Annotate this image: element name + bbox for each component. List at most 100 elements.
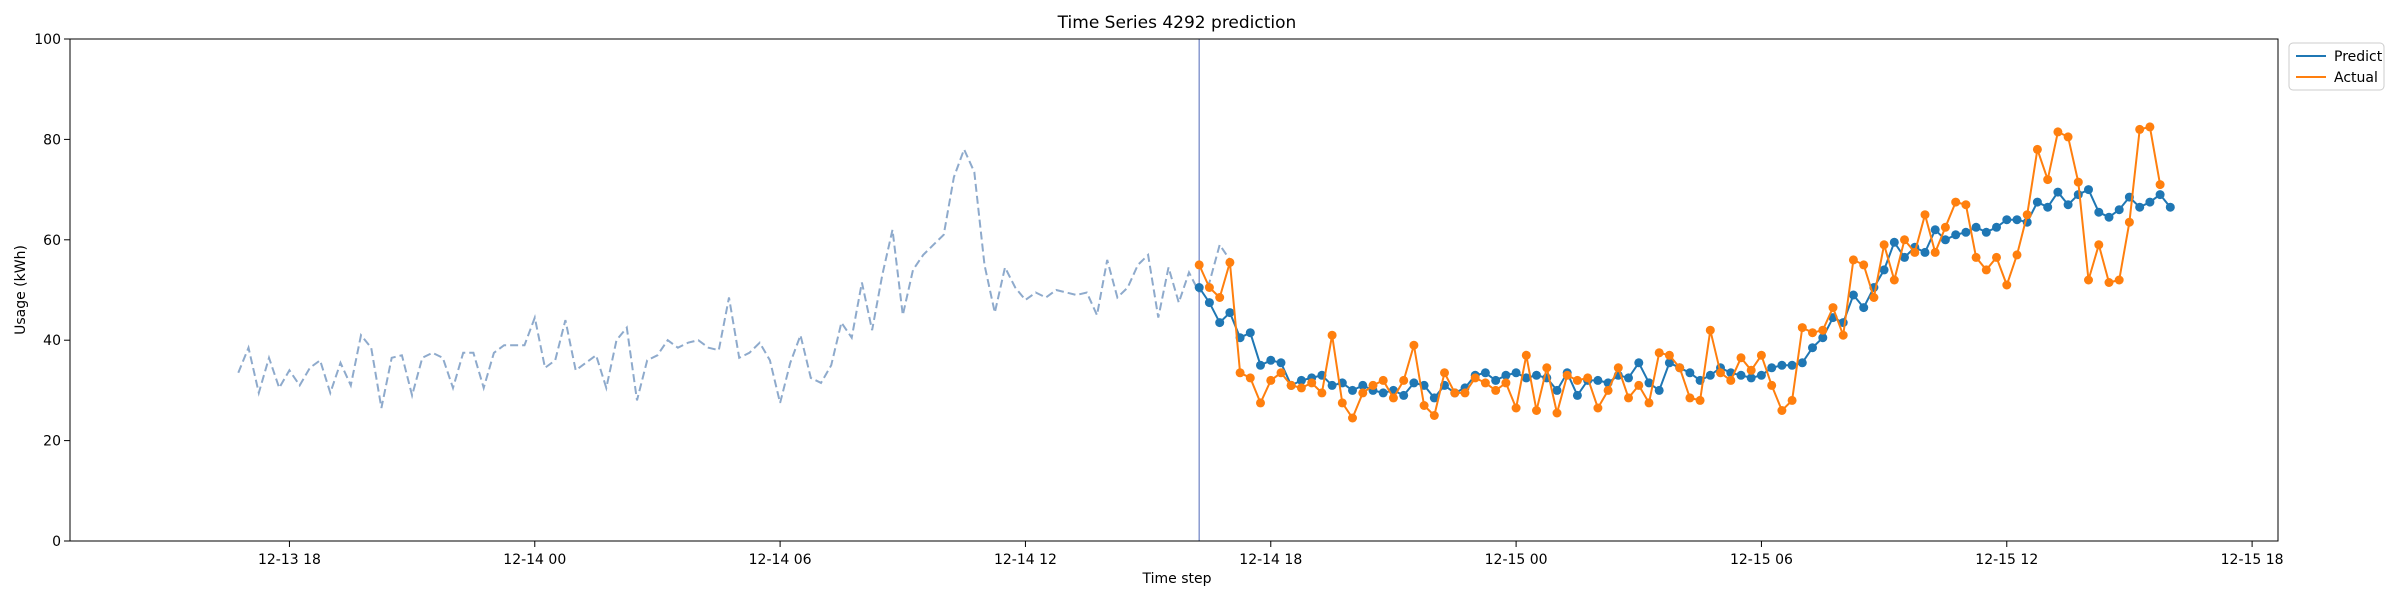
- data-point-actual: [1879, 240, 1889, 250]
- data-point-actual: [2104, 278, 2114, 287]
- data-point-predict: [1818, 333, 1828, 343]
- series-markers-actual: [1194, 122, 2165, 423]
- data-point-predict: [1491, 375, 1501, 385]
- data-point-actual: [1378, 375, 1388, 385]
- data-point-actual: [1409, 340, 1419, 350]
- data-point-predict: [2094, 207, 2104, 217]
- data-point-actual: [1491, 385, 1501, 395]
- data-point-actual: [1705, 325, 1715, 335]
- data-point-predict: [1940, 235, 1950, 245]
- data-point-actual: [1971, 252, 1981, 262]
- data-point-predict: [1327, 380, 1337, 390]
- data-point-predict: [2012, 215, 2022, 225]
- data-point-predict: [1348, 385, 1357, 395]
- data-point-predict: [1225, 308, 1235, 318]
- data-point-actual: [1910, 247, 1920, 257]
- data-point-actual: [1869, 293, 1879, 302]
- chart-title: Time Series 4292 prediction: [1057, 13, 1297, 33]
- data-point-actual: [1480, 378, 1490, 388]
- data-point-actual: [1562, 370, 1572, 380]
- data-point-actual: [1644, 398, 1654, 408]
- legend: Predict Actual: [2288, 42, 2385, 91]
- data-point-actual: [1215, 293, 1225, 302]
- data-point-actual: [1317, 388, 1327, 398]
- data-point-actual: [1583, 373, 1593, 383]
- data-point-actual: [1920, 210, 1930, 220]
- data-point-predict: [2084, 185, 2093, 195]
- data-point-predict: [1756, 370, 1766, 380]
- data-point-actual: [1501, 378, 1511, 388]
- data-point-predict: [2063, 200, 2073, 210]
- legend-label-predict: Predict: [2334, 49, 2383, 65]
- data-point-actual: [1470, 373, 1480, 383]
- y-tick-label: 60: [43, 233, 61, 249]
- data-point-actual: [2043, 175, 2053, 185]
- data-point-predict: [1808, 343, 1817, 353]
- data-point-actual: [1859, 260, 1869, 270]
- x-tick-label: 12-13 18: [258, 552, 321, 568]
- data-point-actual: [1542, 363, 1552, 373]
- data-point-actual: [1337, 398, 1347, 408]
- data-point-predict: [1511, 368, 1521, 378]
- data-point-predict: [1521, 373, 1531, 383]
- plot-area: 0 20 40 60 80 100 12-13 18 12-14 00 12-14 06 12-1…: [34, 32, 2283, 568]
- data-point-predict: [1501, 370, 1511, 380]
- data-point-actual: [1327, 330, 1337, 340]
- data-point-actual: [1532, 406, 1541, 415]
- axes-frame: [69, 38, 2279, 542]
- data-point-predict: [1664, 358, 1674, 368]
- data-point-actual: [1348, 413, 1357, 423]
- data-point-predict: [1572, 390, 1582, 400]
- data-point-predict: [1624, 373, 1633, 383]
- data-point-predict: [1889, 237, 1899, 247]
- data-point-actual: [1940, 222, 1950, 232]
- data-point-actual: [1572, 375, 1582, 385]
- x-tick-label: 12-15 06: [1730, 552, 1793, 568]
- y-tick-label: 20: [43, 434, 61, 450]
- data-point-predict: [1900, 252, 1909, 262]
- data-point-actual: [1256, 398, 1265, 408]
- data-point-predict: [1859, 303, 1869, 313]
- data-point-predict: [1634, 358, 1644, 368]
- data-point-actual: [1399, 375, 1409, 385]
- data-point-actual: [1276, 368, 1286, 378]
- y-tick-label: 80: [43, 132, 61, 148]
- data-point-predict: [1276, 358, 1286, 368]
- data-point-actual: [2135, 124, 2145, 134]
- data-point-predict: [1245, 328, 1255, 338]
- data-point-predict: [1378, 388, 1388, 398]
- data-point-predict: [1961, 227, 1971, 237]
- data-point-actual: [1746, 365, 1756, 375]
- data-point-actual: [1787, 395, 1797, 405]
- data-point-predict: [1992, 222, 2001, 232]
- data-point-actual: [1664, 350, 1674, 360]
- data-point-predict: [1685, 368, 1695, 378]
- x-axis-title: Time step: [1142, 571, 1212, 587]
- data-point-predict: [1848, 290, 1858, 300]
- data-point-actual: [1419, 401, 1429, 410]
- data-point-predict: [1879, 265, 1889, 275]
- data-point-actual: [2063, 132, 2073, 142]
- data-point-actual: [1368, 380, 1378, 390]
- data-point-predict: [1736, 370, 1746, 380]
- data-point-predict: [1777, 360, 1787, 370]
- data-point-actual: [1521, 350, 1531, 360]
- data-point-actual: [1204, 283, 1214, 292]
- data-point-actual: [1225, 257, 1235, 267]
- data-point-actual: [1460, 388, 1470, 398]
- x-tick-label: 12-15 00: [1485, 552, 1548, 568]
- data-point-predict: [1654, 385, 1664, 395]
- data-point-actual: [1808, 328, 1817, 338]
- data-point-actual: [2084, 275, 2093, 285]
- data-point-predict: [1409, 378, 1419, 388]
- data-point-actual: [1593, 403, 1603, 413]
- data-point-actual: [2145, 122, 2155, 132]
- data-point-actual: [1286, 380, 1296, 390]
- data-point-actual: [1992, 252, 2001, 262]
- x-tick-label: 12-15 18: [2221, 552, 2284, 568]
- data-point-actual: [2124, 217, 2134, 227]
- x-tick-label: 12-14 18: [1239, 552, 1302, 568]
- data-point-actual: [1889, 275, 1899, 285]
